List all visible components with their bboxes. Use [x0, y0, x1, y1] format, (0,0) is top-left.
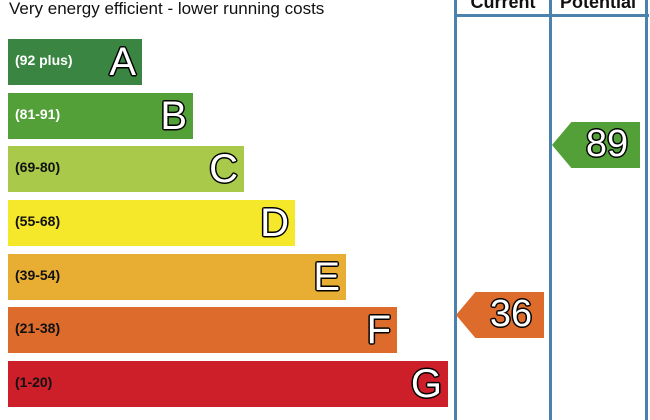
band-letter: C: [209, 147, 238, 191]
band-range-label: (39-54): [15, 267, 61, 283]
potential-rating-value: 89: [585, 123, 629, 165]
band-letter: E: [313, 255, 340, 299]
chart-title: Very energy efficient - lower running co…: [9, 0, 325, 18]
potential-column-header: Potential: [559, 0, 636, 12]
band-letter: D: [260, 201, 289, 245]
arrow-shape: [552, 122, 640, 168]
column-divider: [549, 0, 552, 420]
band-bar-f: (21-38) F: [8, 307, 397, 353]
arrow-shape: [456, 292, 544, 338]
band-bar-g: (1-20) G: [8, 361, 448, 407]
band-bar-b: (81-91) B: [8, 93, 193, 139]
band-letter: G: [410, 362, 442, 406]
band-range-label: (1-20): [15, 374, 53, 390]
band-range-label: (81-91): [15, 106, 61, 122]
current-column-header: Current: [470, 0, 536, 12]
band-range-label: (69-80): [15, 159, 61, 175]
column-divider: [454, 0, 457, 420]
band-letter: A: [109, 40, 136, 84]
band-bar-a: (92 plus) A: [8, 39, 142, 85]
band-range-label: (55-68): [15, 213, 61, 229]
band-range-label: (21-38): [15, 320, 61, 336]
band-bar-e: (39-54) E: [8, 254, 346, 300]
band-range-label: (92 plus): [15, 52, 73, 68]
header-divider: [455, 14, 649, 17]
band-letter: B: [160, 94, 187, 138]
band-letter: F: [366, 308, 391, 352]
potential-rating-arrow: 89: [552, 122, 640, 168]
column-divider: [645, 0, 648, 420]
band-bar-c: (69-80) C: [8, 146, 244, 192]
current-rating-arrow: 36: [456, 292, 544, 338]
band-bar-d: (55-68) D: [8, 200, 295, 246]
current-rating-value: 36: [489, 293, 533, 335]
